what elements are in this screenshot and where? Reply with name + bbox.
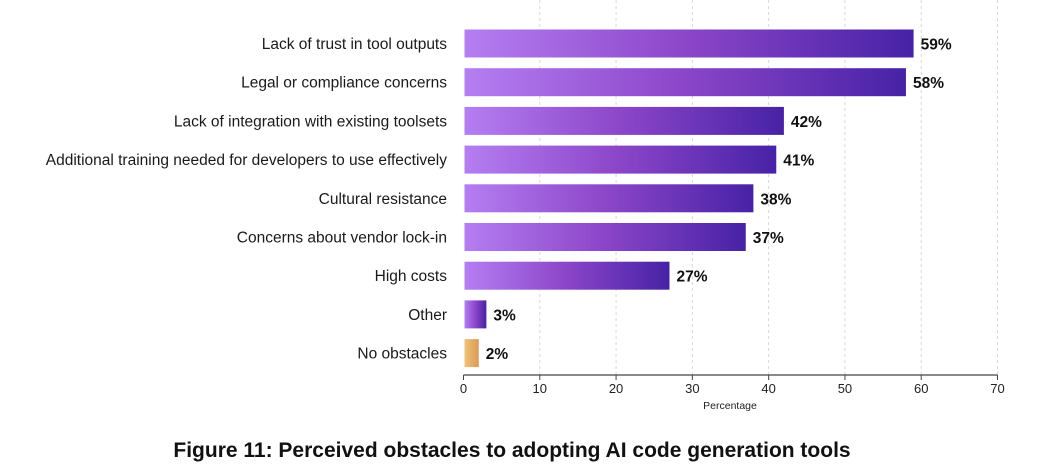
bar-group: Additional training needed for developer… bbox=[46, 145, 815, 174]
x-axis-label: Percentage bbox=[703, 400, 757, 412]
value-label: 38% bbox=[760, 191, 791, 208]
x-tick-label: 30 bbox=[685, 381, 699, 396]
bar-group: Concerns about vendor lock-in 37% bbox=[237, 223, 784, 251]
x-tick-label: 40 bbox=[761, 381, 775, 396]
bar bbox=[464, 300, 487, 329]
category-label: Legal or compliance concerns bbox=[241, 75, 447, 92]
x-tick-label: 50 bbox=[838, 381, 852, 396]
value-label: 3% bbox=[493, 307, 516, 324]
bar bbox=[464, 106, 784, 135]
value-label: 37% bbox=[753, 230, 784, 247]
bar-group: Lack of trust in tool outputs 59% bbox=[262, 29, 952, 58]
bar-group: No obstacles 2% bbox=[357, 339, 509, 368]
category-label: Lack of trust in tool outputs bbox=[262, 36, 447, 53]
bar bbox=[464, 68, 906, 97]
bar bbox=[464, 339, 479, 368]
category-label: Cultural resistance bbox=[319, 191, 447, 208]
bar bbox=[464, 261, 670, 290]
bars: Lack of trust in tool outputs 59% Legal or… bbox=[46, 29, 952, 368]
value-label: 41% bbox=[783, 153, 814, 170]
bar bbox=[464, 145, 777, 174]
value-label: 59% bbox=[921, 37, 952, 54]
category-label: High costs bbox=[375, 268, 448, 285]
category-label: Other bbox=[408, 307, 447, 324]
bar-group: Cultural resistance 38% bbox=[319, 184, 792, 213]
bar-group: Lack of integration with existing toolse… bbox=[174, 106, 822, 135]
bar-group: Legal or compliance concerns 58% bbox=[241, 68, 944, 97]
category-label: Lack of integration with existing toolse… bbox=[174, 113, 447, 130]
value-label: 42% bbox=[791, 114, 822, 131]
x-axis: 0 10 20 30 40 50 60 70 bbox=[460, 374, 1005, 396]
bar bbox=[464, 184, 754, 213]
category-label: No obstacles bbox=[357, 346, 447, 363]
x-tick-label: 70 bbox=[990, 381, 1004, 396]
value-label: 27% bbox=[676, 269, 707, 286]
value-label: 2% bbox=[486, 346, 509, 363]
bar-group: Other 3% bbox=[408, 300, 516, 329]
x-tick-label: 60 bbox=[914, 381, 928, 396]
value-label: 58% bbox=[913, 75, 944, 92]
bar-group: High costs 27% bbox=[375, 261, 708, 290]
category-label: Concerns about vendor lock-in bbox=[237, 230, 447, 247]
category-label: Additional training needed for developer… bbox=[46, 152, 448, 169]
bar bbox=[464, 223, 746, 251]
x-tick-label: 20 bbox=[609, 381, 623, 396]
x-tick-label: 10 bbox=[533, 381, 547, 396]
x-tick-label: 0 bbox=[460, 381, 467, 396]
chart-title: Figure 11: Perceived obstacles to adopti… bbox=[173, 439, 850, 462]
bar bbox=[464, 29, 914, 58]
